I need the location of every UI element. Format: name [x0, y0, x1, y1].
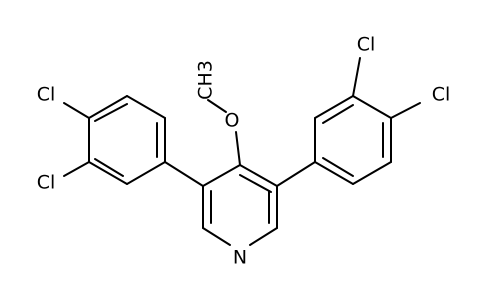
atom-label: Cl — [432, 84, 451, 106]
atom-label: N — [233, 247, 247, 269]
atom-label: Cl — [37, 172, 56, 194]
atom-labels: N O CH3 Cl Cl Cl Cl — [37, 34, 451, 269]
atom-label: O — [225, 110, 240, 132]
atom-label: CH3 — [195, 60, 217, 100]
bonds — [63, 57, 421, 246]
atom-label: Cl — [357, 34, 376, 56]
atom-label: Cl — [37, 84, 56, 106]
